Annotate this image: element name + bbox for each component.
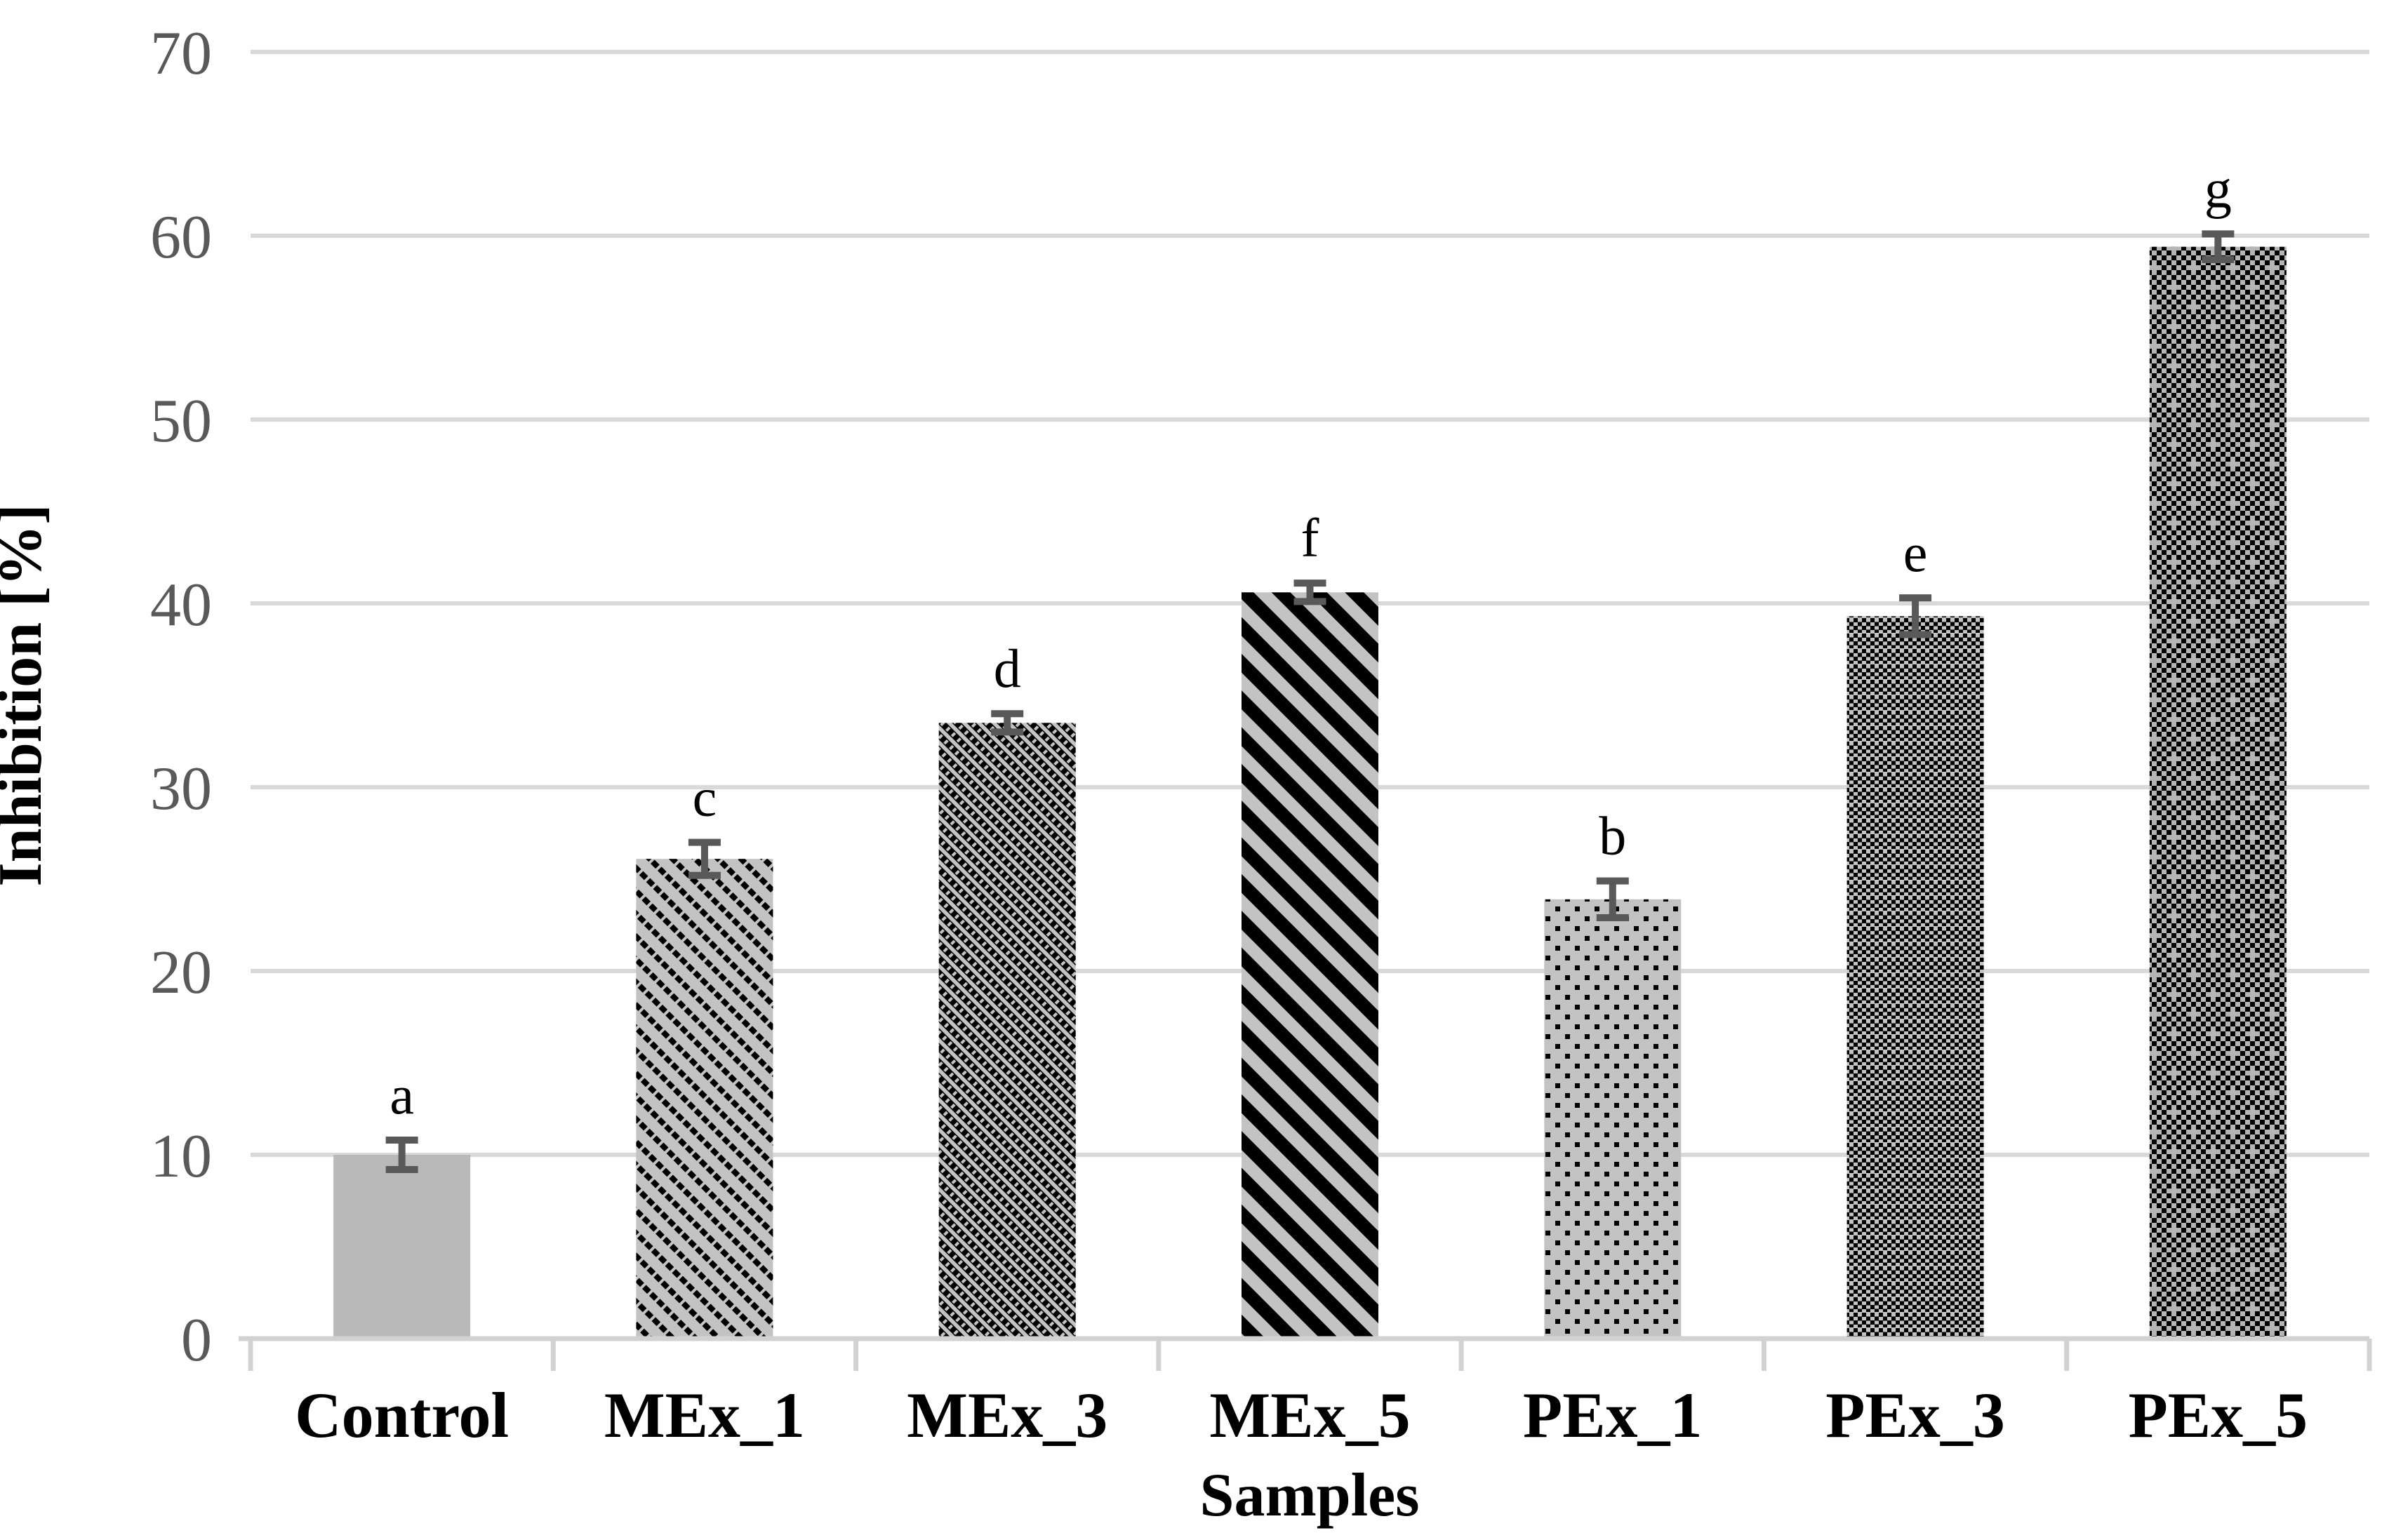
bar-PEx_3 (1846, 616, 1984, 1339)
bars (333, 246, 2287, 1339)
x-category-label-MEx_3: MEx_3 (907, 1379, 1107, 1451)
error-bar-PEx_5 (2202, 230, 2235, 264)
bar-PEx_1 (1544, 899, 1682, 1339)
y-axis-title: Inhibition [%] (0, 504, 55, 886)
error-bar-PEx_1 (1596, 877, 1629, 922)
y-tick-label-40: 40 (150, 571, 212, 639)
sig-letter-MEx_1: c (693, 767, 717, 828)
x-category-label-MEx_1: MEx_1 (604, 1379, 805, 1451)
x-category-label-MEx_5: MEx_5 (1209, 1379, 1410, 1451)
x-axis-category-labels: Control MEx_1 MEx_3 MEx_5 PEx_1 PEx_3 PEx_5 (295, 1379, 2308, 1451)
sig-letter-MEx_5: f (1301, 507, 1319, 568)
y-tick-label-70: 70 (150, 20, 212, 88)
error-bar-MEx_3 (991, 710, 1024, 736)
bar-MEx_3 (938, 723, 1076, 1339)
bar-PEx_5 (2149, 246, 2287, 1339)
error-bar-Control (385, 1137, 418, 1173)
error-bar-MEx_5 (1293, 580, 1326, 605)
sig-letter-Control: a (390, 1064, 414, 1125)
y-tick-label-50: 50 (150, 387, 212, 455)
y-tick-label-30: 30 (150, 755, 212, 823)
y-axis-tick-labels: 0 10 20 30 40 50 60 70 (150, 20, 212, 1374)
sig-letter-PEx_3: e (1903, 522, 1928, 583)
y-tick-label-20: 20 (150, 939, 212, 1007)
significance-letters: a c d f b e g (390, 158, 2232, 1125)
x-axis-line-and-ticks (239, 1336, 2372, 1371)
bar-MEx_5 (1242, 592, 1378, 1339)
x-category-label-Control: Control (295, 1379, 509, 1451)
error-bar-PEx_3 (1899, 594, 1932, 638)
y-tick-label-0: 0 (181, 1306, 212, 1374)
bar-MEx_1 (636, 859, 773, 1339)
x-axis-title: Samples (1200, 1461, 1420, 1529)
error-bar-MEx_1 (688, 838, 721, 879)
bar-Control (333, 1155, 471, 1339)
sig-letter-MEx_3: d (994, 638, 1021, 699)
y-tick-label-60: 60 (150, 203, 212, 272)
x-category-label-PEx_5: PEx_5 (2129, 1379, 2308, 1451)
x-category-label-PEx_3: PEx_3 (1825, 1379, 2005, 1451)
y-tick-label-10: 10 (150, 1123, 212, 1191)
sig-letter-PEx_5: g (2204, 158, 2232, 219)
sig-letter-PEx_1: b (1599, 805, 1626, 866)
x-category-label-PEx_1: PEx_1 (1523, 1379, 1703, 1451)
error-bars (385, 230, 2235, 1173)
